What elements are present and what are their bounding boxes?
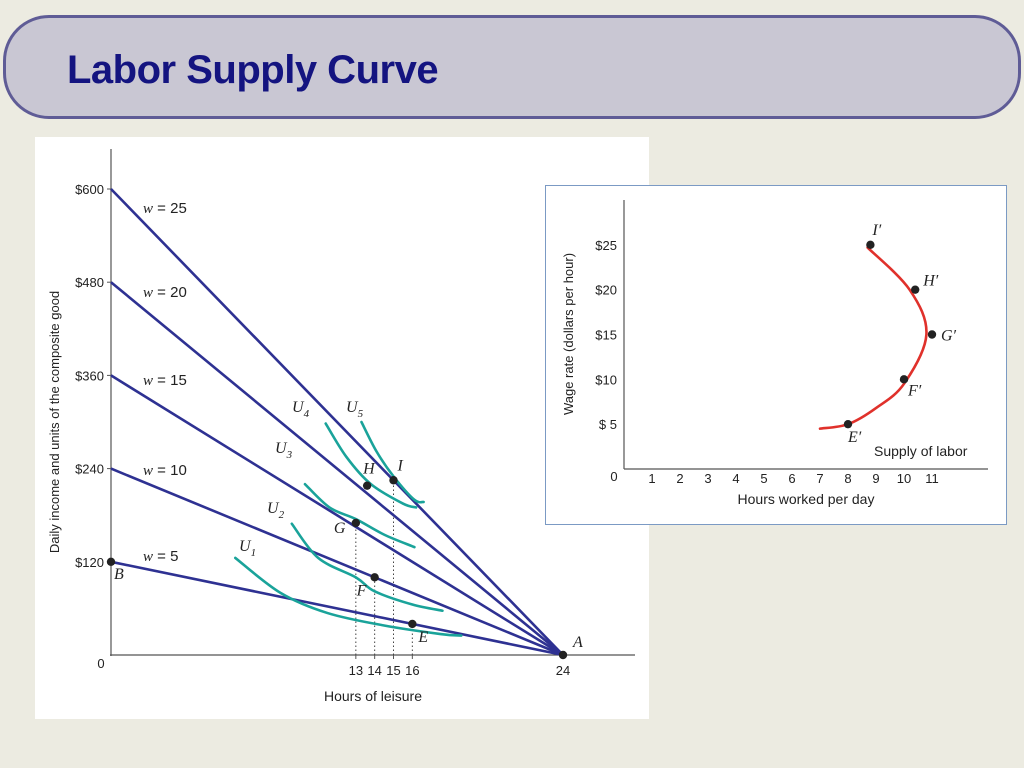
labor-supply-chart-panel: 0 $ 5 $10 $15 $20 $25 1 2 3 4 5 6 7 8 9 10 11 Wage rate (… [545, 185, 1007, 525]
budget-line-label: w = 25 [143, 200, 187, 217]
x-tick-label: 9 [872, 471, 879, 486]
x-tick-label: 5 [760, 471, 767, 486]
y-axis-label: Daily income and units of the composite … [47, 291, 62, 553]
supply-point [927, 330, 937, 339]
indifference-curve [290, 522, 444, 613]
point-label: B [114, 566, 124, 583]
point-e [408, 619, 417, 629]
x-tick-label: 15 [386, 663, 400, 678]
supply-point-label: I′ [871, 222, 881, 239]
y-tick-label: $ 5 [599, 417, 617, 432]
x-tick-label: 8 [844, 471, 851, 486]
supply-point-label: G′ [941, 328, 957, 345]
y-tick-label: $15 [595, 328, 617, 343]
y-tick-label: $240 [75, 462, 104, 477]
supply-curve [818, 246, 928, 430]
supply-point [866, 240, 875, 250]
indifference-curve-label: U4 [292, 399, 310, 420]
x-tick-label: 3 [704, 471, 711, 486]
budget-line-label: w = 5 [143, 548, 178, 565]
indifference-curve [303, 482, 416, 549]
indifference-curve [234, 556, 463, 637]
point-label: H [362, 461, 376, 478]
x-tick-label: 4 [732, 471, 739, 486]
x-tick-label: 16 [405, 663, 419, 678]
point-f [370, 573, 379, 582]
point-i [389, 476, 398, 485]
indifference-curve-label: U1 [239, 538, 256, 559]
income-leisure-chart: 0 $120 $240 $360 $480 $600 13 14 15 16 24 Daily inc… [47, 149, 635, 704]
x-tick-label: 11 [925, 471, 939, 486]
y-tick-label: $20 [595, 283, 617, 298]
slide-title: Labor Supply Curve [67, 48, 439, 92]
budget-line [110, 374, 564, 657]
point-label: E [417, 629, 428, 646]
y-tick-label: $25 [595, 238, 617, 253]
budget-line [110, 467, 564, 657]
supply-point-label: E′ [847, 429, 862, 446]
title-banner [3, 15, 1021, 119]
x-tick-label: 10 [897, 471, 911, 486]
point-h [362, 481, 372, 490]
supply-point [843, 419, 853, 429]
y-tick-label: $480 [75, 275, 104, 290]
budget-line [110, 188, 564, 656]
x-tick-label: 13 [349, 663, 363, 678]
indifference-curve-label: U3 [275, 440, 293, 461]
point-a [558, 650, 568, 660]
point-label: G [334, 520, 346, 537]
y-tick-label: 0 [97, 656, 104, 671]
budget-line-label: w = 15 [143, 372, 187, 389]
budget-line-label: w = 10 [143, 462, 187, 479]
x-tick-label: 2 [676, 471, 683, 486]
x-axis-label: Hours of leisure [324, 688, 422, 704]
supply-point-label: H′ [922, 273, 939, 290]
x-tick-label: 7 [816, 471, 823, 486]
y-tick-label: $360 [75, 368, 104, 383]
point-label: F [356, 582, 367, 599]
point-g [351, 518, 361, 528]
supply-point [911, 285, 920, 294]
y-tick-label: $600 [75, 182, 104, 197]
budget-line-label: w = 20 [143, 284, 187, 301]
supply-curve-label: Supply of labor [874, 443, 968, 459]
y-tick-label: $120 [75, 555, 104, 570]
supply-point-label: F′ [907, 382, 922, 399]
x-tick-label: 6 [788, 471, 795, 486]
origin-label: 0 [610, 469, 617, 484]
x-axis-label: Hours worked per day [738, 491, 875, 507]
budget-line [110, 560, 564, 657]
budget-line [110, 281, 564, 657]
supply-point [899, 375, 909, 384]
point-label: A [572, 634, 583, 651]
x-tick-label: 14 [367, 663, 381, 678]
x-tick-label: 24 [556, 663, 570, 678]
labor-supply-chart: 0 $ 5 $10 $15 $20 $25 1 2 3 4 5 6 7 8 9 10 11 Wage rate (… [561, 200, 988, 507]
y-axis-label: Wage rate (dollars per hour) [561, 253, 576, 415]
point-b [106, 557, 116, 566]
indifference-curve-label: U2 [267, 500, 285, 521]
x-tick-label: 1 [648, 471, 655, 486]
indifference-curve-label: U5 [346, 399, 364, 420]
y-tick-label: $10 [595, 372, 617, 387]
point-label: I [397, 457, 404, 474]
